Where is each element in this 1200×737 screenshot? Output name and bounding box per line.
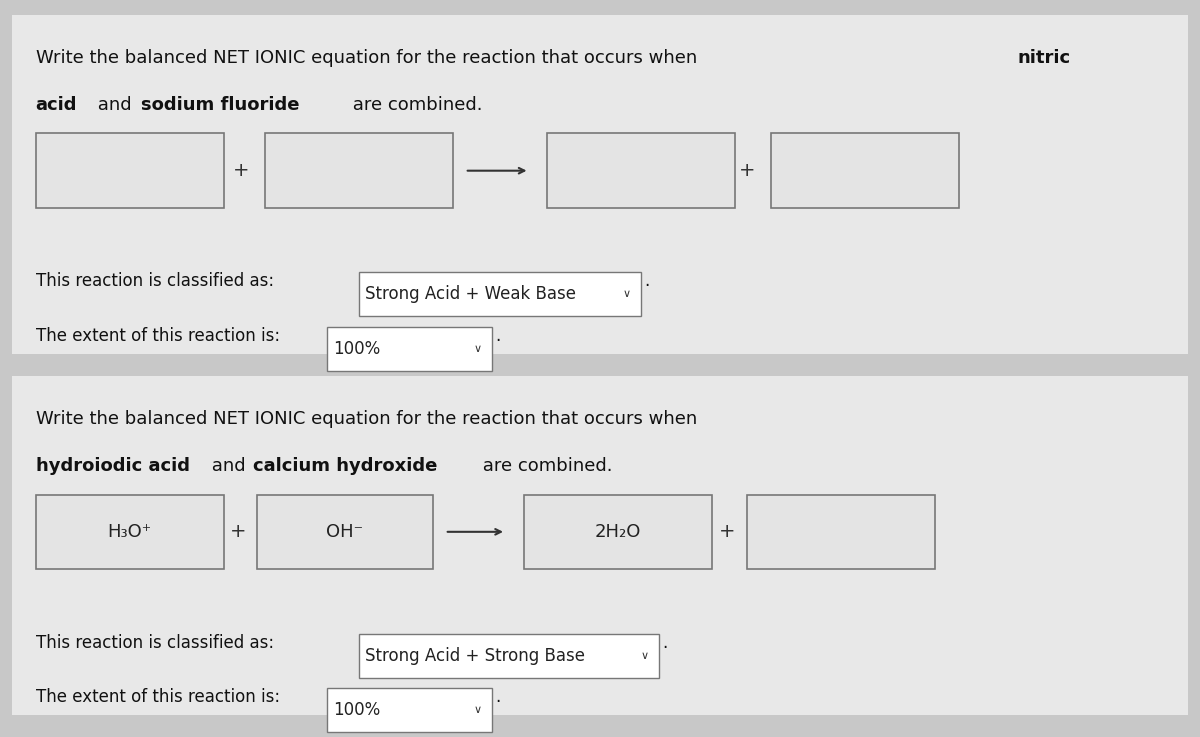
Text: ∨: ∨ — [623, 290, 631, 299]
FancyBboxPatch shape — [265, 133, 454, 208]
Text: ∨: ∨ — [474, 705, 481, 715]
Text: +: + — [739, 161, 755, 180]
FancyBboxPatch shape — [770, 133, 959, 208]
Text: Write the balanced NET IONIC equation for the reaction that occurs when: Write the balanced NET IONIC equation fo… — [36, 410, 697, 427]
Text: ∨: ∨ — [474, 343, 481, 354]
Text: H₃O⁺: H₃O⁺ — [108, 523, 151, 541]
Text: .: . — [496, 688, 500, 706]
Text: hydroiodic acid: hydroiodic acid — [36, 457, 190, 475]
FancyBboxPatch shape — [359, 273, 641, 316]
Text: and: and — [92, 96, 137, 114]
Text: ∨: ∨ — [641, 651, 649, 660]
Text: +: + — [233, 161, 250, 180]
Text: +: + — [719, 523, 736, 541]
Text: are combined.: are combined. — [476, 457, 612, 475]
Text: nitric: nitric — [1018, 49, 1070, 66]
Text: Write the balanced NET IONIC equation for the reaction that occurs when: Write the balanced NET IONIC equation fo… — [36, 49, 702, 66]
FancyBboxPatch shape — [328, 326, 492, 371]
FancyBboxPatch shape — [547, 133, 736, 208]
Text: This reaction is classified as:: This reaction is classified as: — [36, 634, 274, 652]
Text: .: . — [496, 326, 500, 345]
FancyBboxPatch shape — [36, 495, 223, 569]
FancyBboxPatch shape — [746, 495, 935, 569]
Text: calcium hydroxide: calcium hydroxide — [253, 457, 438, 475]
Text: and: and — [206, 457, 252, 475]
Text: OH⁻: OH⁻ — [326, 523, 364, 541]
FancyBboxPatch shape — [12, 15, 1188, 354]
FancyBboxPatch shape — [359, 634, 659, 677]
Text: 2H₂O: 2H₂O — [594, 523, 641, 541]
Text: sodium fluoride: sodium fluoride — [142, 96, 300, 114]
Text: Strong Acid + Strong Base: Strong Acid + Strong Base — [365, 646, 584, 665]
FancyBboxPatch shape — [523, 495, 712, 569]
FancyBboxPatch shape — [328, 688, 492, 732]
Text: acid: acid — [36, 96, 77, 114]
FancyBboxPatch shape — [257, 495, 433, 569]
Text: .: . — [662, 634, 667, 652]
Text: The extent of this reaction is:: The extent of this reaction is: — [36, 688, 280, 706]
FancyBboxPatch shape — [12, 376, 1188, 715]
Text: are combined.: are combined. — [347, 96, 482, 114]
FancyBboxPatch shape — [36, 133, 223, 208]
Text: The extent of this reaction is:: The extent of this reaction is: — [36, 326, 280, 345]
Text: 100%: 100% — [334, 701, 380, 719]
Text: This reaction is classified as:: This reaction is classified as: — [36, 273, 274, 290]
Text: 100%: 100% — [334, 340, 380, 357]
Text: +: + — [229, 523, 246, 541]
Text: Strong Acid + Weak Base: Strong Acid + Weak Base — [365, 285, 576, 304]
Text: .: . — [644, 273, 650, 290]
